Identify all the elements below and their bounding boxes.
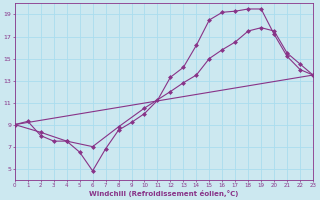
X-axis label: Windchill (Refroidissement éolien,°C): Windchill (Refroidissement éolien,°C) (89, 190, 239, 197)
